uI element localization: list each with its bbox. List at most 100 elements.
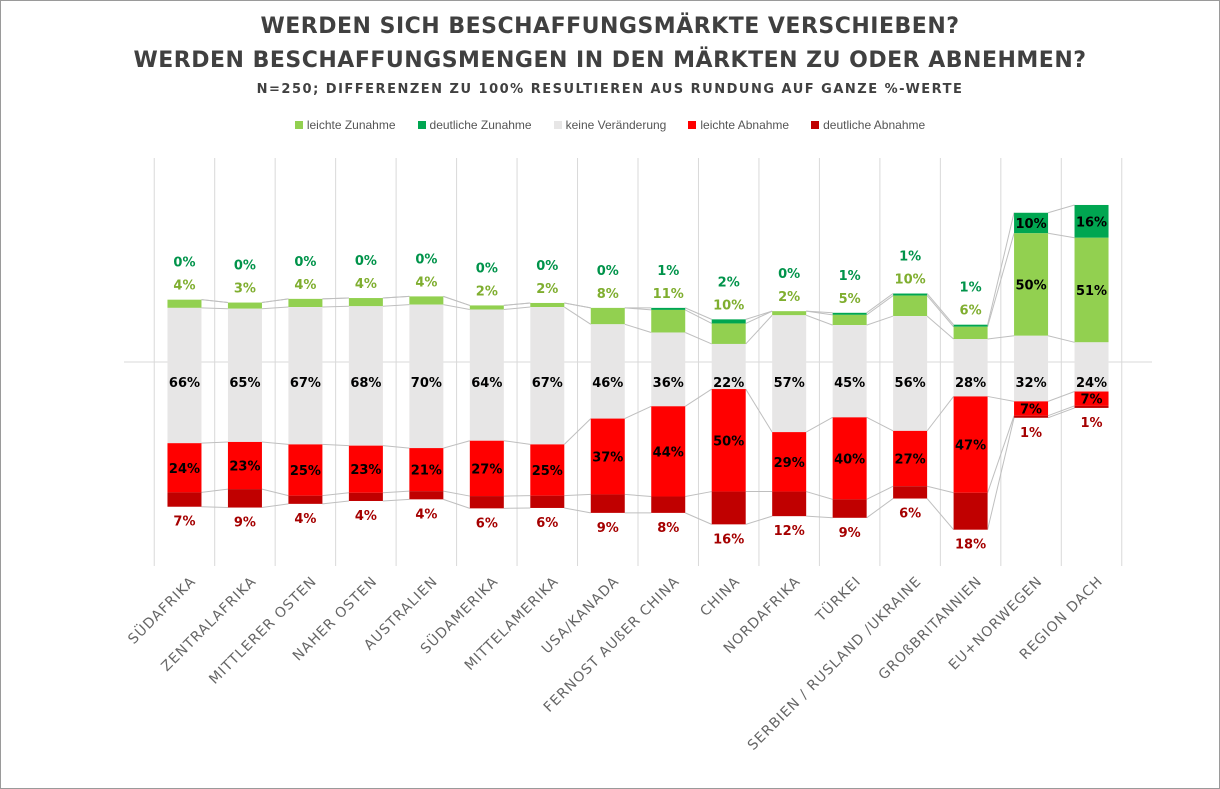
data-label-leichte-abnahme: 25%: [532, 464, 563, 479]
chart-legend: leichte Zunahme deutliche Zunahme keine …: [0, 118, 1220, 132]
bar-deutliche-abnahme: [953, 492, 988, 530]
data-label-deutliche-zunahme: 2%: [718, 275, 740, 290]
data-label-leichte-abnahme: 7%: [1020, 403, 1042, 418]
series-connector-line: [745, 314, 773, 345]
data-label-deutliche-zunahme: 0%: [173, 256, 195, 271]
data-label-keine-veraenderung: 67%: [532, 376, 563, 391]
bar-leichte-abnahme: [409, 448, 444, 492]
data-label-leichte-abnahme: 23%: [229, 460, 260, 475]
bar-leichte-abnahme: [348, 445, 383, 493]
data-label-leichte-zunahme: 10%: [895, 273, 926, 288]
data-label-leichte-zunahme: 2%: [476, 284, 498, 299]
legend-swatch: [553, 121, 562, 129]
bar-leichte-zunahme: [832, 314, 867, 326]
series-connector-line: [685, 512, 712, 525]
series-connector-line: [503, 306, 531, 311]
bar-leichte-zunahme: [469, 305, 504, 310]
data-label-deutliche-zunahme: 1%: [960, 281, 982, 296]
x-axis-tick-label: TÜRKEI: [811, 572, 865, 626]
data-label-deutliche-abnahme: 4%: [415, 507, 437, 522]
series-connector-line: [624, 405, 652, 420]
chart-title-line-1: WERDEN SICH BESCHAFFUNGSMÄRKTE VERSCHIEB…: [260, 14, 960, 39]
legend-swatch: [417, 121, 426, 129]
series-connector-line: [624, 493, 652, 497]
series-connector-line: [745, 515, 773, 525]
bar-leichte-abnahme: [288, 444, 323, 496]
data-label-leichte-zunahme: 4%: [355, 277, 377, 292]
series-connector-line: [382, 304, 410, 307]
series-connector-line: [1047, 405, 1075, 417]
series-connector-line: [322, 297, 349, 300]
series-connector-line: [926, 485, 954, 494]
bar-keine-veraenderung: [711, 343, 746, 390]
legend-label: keine Veränderung: [565, 118, 667, 132]
bar-leichte-abnahme: [772, 432, 807, 492]
bar-leichte-abnahme: [953, 396, 988, 493]
bar-leichte-zunahme: [227, 302, 262, 309]
data-label-leichte-abnahme: 21%: [411, 464, 442, 479]
bar-keine-veraenderung: [469, 309, 504, 441]
bar-deutliche-abnahme: [469, 496, 504, 509]
series-connector-line: [201, 441, 228, 444]
data-label-deutliche-zunahme: 0%: [597, 264, 619, 279]
data-label-leichte-zunahme: 5%: [839, 292, 861, 307]
bar-leichte-abnahme: [530, 444, 565, 496]
series-connector-line: [322, 492, 349, 497]
bar-leichte-abnahme: [832, 417, 867, 500]
data-label-keine-veraenderung: 56%: [895, 376, 926, 391]
series-connector-line: [443, 304, 470, 311]
bar-keine-veraenderung: [227, 308, 262, 442]
data-label-deutliche-abnahme: 6%: [536, 516, 558, 531]
series-connector-line: [201, 488, 229, 493]
series-connector-line: [866, 485, 894, 500]
bar-keine-veraenderung: [288, 307, 323, 445]
data-label-keine-veraenderung: 22%: [713, 376, 744, 391]
bar-deutliche-abnahme: [227, 489, 262, 508]
data-label-leichte-abnahme: 7%: [1080, 393, 1102, 408]
series-connector-line: [745, 310, 773, 324]
data-label-keine-veraenderung: 46%: [592, 376, 623, 391]
bar-leichte-abnahme: [590, 418, 625, 495]
series-connector-line: [866, 295, 894, 316]
bar-deutliche-zunahme: [1074, 204, 1109, 238]
series-connector-line: [685, 332, 712, 345]
series-connector-line: [866, 416, 894, 432]
data-label-keine-veraenderung: 70%: [411, 376, 442, 391]
series-connector-line: [987, 415, 1015, 493]
bar-leichte-abnahme: [1074, 391, 1109, 406]
series-connector-line: [382, 498, 410, 502]
bar-deutliche-zunahme: [832, 312, 867, 315]
series-connector-line: [382, 295, 410, 299]
series-connector-line: [805, 416, 833, 433]
legend-label: leichte Zunahme: [306, 118, 396, 132]
data-label-deutliche-abnahme: 18%: [955, 538, 986, 553]
data-label-leichte-zunahme: 50%: [1015, 279, 1046, 294]
series-connector-line: [685, 491, 712, 497]
bar-deutliche-abnahme: [711, 491, 746, 525]
series-connector-line: [503, 440, 531, 445]
legend-label: deutliche Abnahme: [823, 118, 926, 132]
series-connector-line: [926, 396, 954, 432]
data-label-deutliche-abnahme: 6%: [476, 516, 498, 531]
bar-leichte-zunahme: [1074, 237, 1109, 343]
series-connector-line: [564, 306, 592, 325]
series-connector-line: [564, 507, 591, 514]
chart-subtitle: N=250; DIFFERENZEN ZU 100% RESULTIEREN A…: [256, 82, 964, 97]
legend-item-leichte-abnahme: leichte Abnahme: [688, 118, 789, 132]
series-connector-line: [201, 299, 228, 304]
legend-item-leichte-zunahme: leichte Zunahme: [294, 118, 396, 132]
data-label-deutliche-zunahme: 0%: [476, 261, 498, 276]
series-connector-line: [987, 417, 1015, 530]
legend-swatch: [811, 121, 820, 129]
data-label-deutliche-abnahme: 9%: [234, 516, 256, 531]
bar-deutliche-abnahme: [651, 496, 686, 513]
series-connector-line: [443, 490, 470, 497]
series-connector-line: [261, 306, 289, 310]
series-connector-line: [201, 307, 228, 310]
data-label-deutliche-zunahme: 0%: [536, 259, 558, 274]
data-label-leichte-abnahme: 44%: [653, 445, 684, 460]
data-label-deutliche-zunahme: 1%: [899, 250, 921, 265]
legend-item-keine-veraenderung: keine Veränderung: [553, 118, 667, 132]
bar-leichte-zunahme: [348, 298, 383, 307]
